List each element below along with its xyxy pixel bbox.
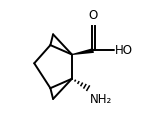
Text: O: O	[89, 9, 98, 22]
Polygon shape	[72, 48, 94, 55]
Text: HO: HO	[115, 44, 133, 57]
Text: NH₂: NH₂	[89, 93, 112, 106]
